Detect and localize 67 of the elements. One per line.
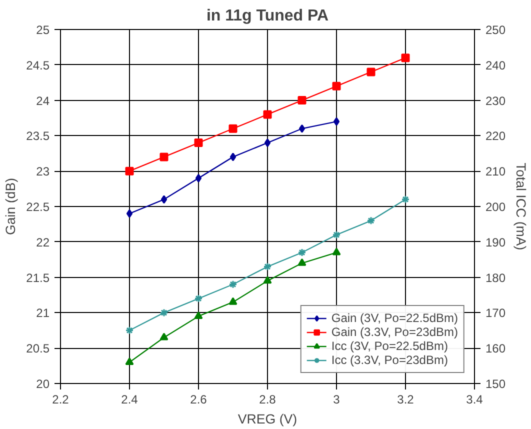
point — [298, 248, 306, 257]
y2-tick-label: 200 — [486, 200, 506, 214]
y-tick-label: 25 — [36, 23, 50, 37]
x-tick-label: 2.4 — [121, 392, 138, 406]
y-axis-title: Gain (dB) — [3, 178, 18, 236]
legend-label: Icc (3.3V, Po=23dBm) — [331, 353, 448, 367]
point — [298, 96, 306, 105]
point — [228, 297, 238, 305]
point — [332, 82, 341, 90]
point — [298, 258, 306, 266]
y-tick-label: 23 — [36, 164, 50, 179]
x-axis-title: VREG (V) — [238, 412, 298, 426]
y2-tick-label: 210 — [486, 164, 506, 179]
x-tick-label: 2.2 — [52, 392, 70, 406]
y2-tick-label: 240 — [486, 58, 506, 72]
x-tick-label: 3 — [333, 392, 340, 406]
x-tick-label: 2.8 — [259, 392, 276, 406]
point — [333, 117, 340, 126]
point — [160, 152, 168, 162]
point — [194, 311, 203, 320]
point — [160, 195, 168, 204]
point — [194, 138, 203, 148]
y2-tick-label: 170 — [486, 306, 506, 320]
legend-label: Icc (3V, Po=22.5dBm) — [331, 339, 448, 353]
y-tick-label: 24.5 — [26, 58, 50, 72]
y2-tick-label: 180 — [486, 270, 506, 285]
point — [125, 357, 134, 366]
x-tick-label: 3.4 — [466, 392, 484, 406]
point — [228, 280, 238, 289]
y2-tick-label: 150 — [486, 377, 506, 391]
x-tick-label: 2.6 — [190, 392, 208, 406]
y2-tick-label: 250 — [486, 23, 506, 37]
point — [366, 216, 376, 225]
legend-label: Gain (3V, Po=22.5dBm) — [331, 311, 458, 325]
y2-tick-label: 160 — [486, 342, 506, 356]
y-tick-label: 24 — [36, 94, 50, 108]
y2-axis-title: Total ICC (mA) — [514, 162, 529, 250]
point — [263, 276, 272, 284]
y2-tick-label: 230 — [486, 94, 506, 108]
point — [263, 262, 272, 271]
point — [366, 68, 376, 76]
y-tick-label: 23.5 — [26, 129, 50, 144]
y-tick-label: 21.5 — [26, 270, 50, 285]
y2-tick-label: 220 — [486, 129, 506, 144]
legend-label: Gain (3.3V, Po=23dBm) — [331, 325, 458, 339]
point — [332, 248, 341, 256]
y2-tick-label: 190 — [486, 235, 506, 250]
chart-title: in 11g Tuned PA — [206, 8, 329, 24]
point — [126, 209, 133, 218]
point — [263, 110, 272, 119]
point — [298, 124, 306, 133]
point — [195, 174, 202, 182]
point — [264, 138, 271, 148]
point — [160, 332, 168, 340]
point — [230, 152, 236, 162]
point — [228, 124, 238, 133]
point — [160, 308, 168, 317]
y-tick-label: 22.5 — [26, 200, 50, 214]
x-tick-label: 3.2 — [397, 392, 414, 406]
point — [125, 166, 134, 176]
y-tick-label: 21 — [36, 306, 50, 320]
point — [332, 230, 341, 240]
point — [194, 294, 203, 303]
y-tick-label: 20.5 — [26, 342, 50, 356]
point — [401, 54, 410, 62]
y-tick-label: 20 — [36, 377, 50, 391]
y-tick-label: 22 — [36, 235, 50, 250]
